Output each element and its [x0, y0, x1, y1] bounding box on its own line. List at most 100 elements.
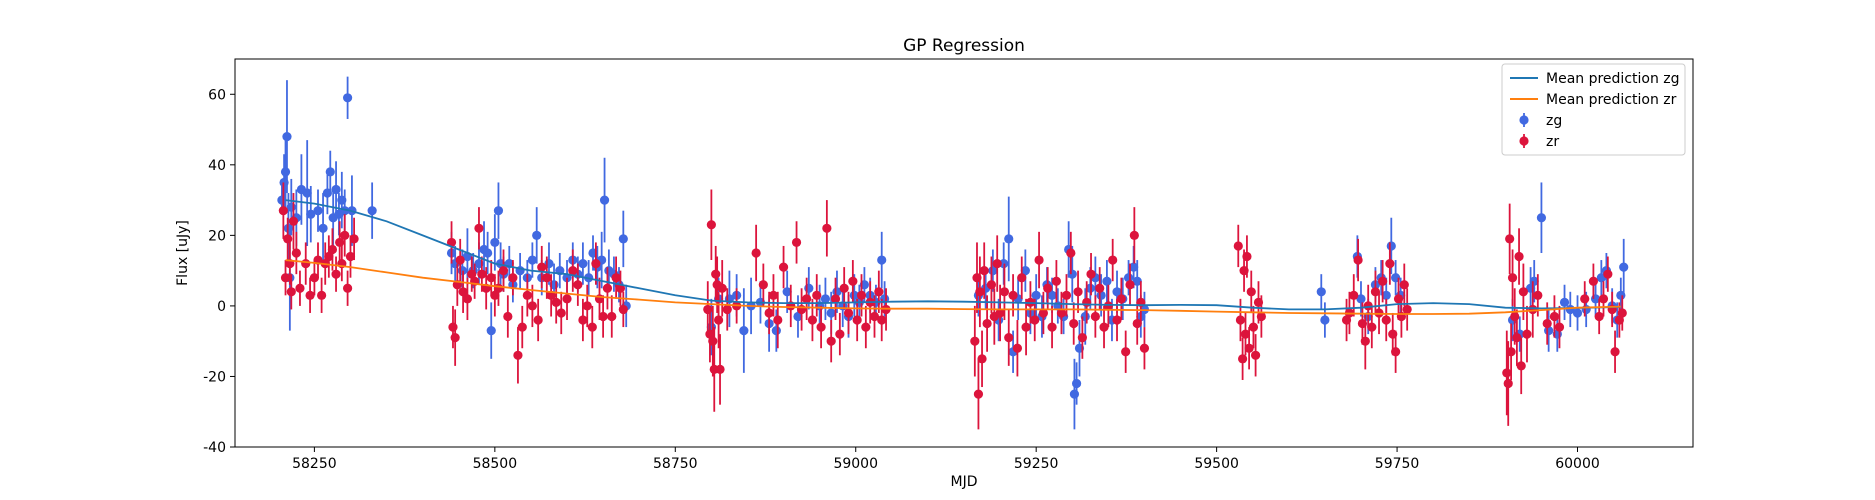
data-point: [1363, 301, 1373, 311]
plot-area: [277, 76, 1629, 430]
data-point: [1071, 378, 1082, 389]
data-point: [527, 301, 537, 311]
line-Mean prediction zr: [285, 259, 1621, 315]
data-point: [1121, 347, 1131, 357]
data-point: [1129, 262, 1139, 272]
data-point: [778, 262, 789, 272]
data-point: [305, 290, 315, 300]
data-point: [1240, 329, 1251, 339]
data-point: [713, 315, 724, 325]
data-point: [848, 276, 858, 286]
data-point: [493, 283, 504, 293]
data-point: [1047, 290, 1057, 300]
data-point: [804, 283, 814, 293]
data-point: [782, 287, 792, 297]
data-point: [1103, 301, 1113, 311]
data-point: [1108, 255, 1118, 265]
data-point: [1391, 347, 1401, 357]
data-point: [1507, 273, 1518, 283]
data-point: [1238, 354, 1248, 364]
data-point: [1004, 234, 1014, 244]
data-point: [325, 167, 335, 177]
data-point: [826, 308, 836, 318]
data-point: [843, 308, 854, 318]
data-point: [1056, 308, 1067, 318]
data-point: [301, 258, 311, 269]
data-point: [1580, 294, 1590, 304]
data-point: [1069, 318, 1079, 329]
data-point: [527, 255, 537, 265]
data-point: [607, 311, 617, 322]
data-point: [1077, 333, 1087, 343]
data-point: [1244, 343, 1254, 353]
data-point: [1594, 311, 1604, 322]
data-point: [1542, 318, 1552, 329]
data-point: [1090, 311, 1100, 322]
data-point: [573, 280, 583, 290]
x-tick-label: 59750: [1375, 456, 1420, 472]
data-point: [317, 290, 327, 300]
x-axis: 58250 58500 58750 59000 59250 59500 59750 60000: [292, 447, 1600, 472]
data-point: [1536, 213, 1547, 223]
data-point: [835, 329, 845, 339]
data-point: [1528, 304, 1538, 315]
data-point: [1503, 378, 1513, 389]
data-point: [367, 206, 377, 216]
data-point: [618, 234, 628, 244]
data-point: [1533, 290, 1543, 300]
data-point: [1099, 322, 1109, 332]
legend-box: [1501, 63, 1686, 156]
data-point: [1242, 251, 1252, 262]
data-point: [758, 280, 768, 290]
data-point: [562, 294, 572, 304]
data-point: [602, 283, 613, 293]
data-point: [1017, 273, 1027, 283]
legend-label: Mean prediction zg: [1546, 71, 1680, 87]
data-point: [791, 237, 802, 248]
data-point: [486, 273, 496, 283]
data-point: [474, 223, 484, 233]
data-point: [1386, 241, 1396, 251]
data-point: [1367, 322, 1377, 332]
data-point: [1051, 276, 1061, 286]
data-point: [483, 248, 493, 258]
data-point: [517, 322, 527, 332]
data-point: [822, 223, 832, 233]
data-point: [869, 311, 880, 322]
data-point: [591, 258, 601, 269]
data-point: [982, 318, 992, 329]
data-point: [1251, 350, 1261, 360]
data-point: [1320, 315, 1330, 325]
data-point: [503, 311, 513, 322]
data-point: [1030, 315, 1040, 325]
legend-label: Mean prediction zr: [1546, 92, 1677, 108]
data-point: [768, 290, 779, 300]
data-point: [1402, 304, 1412, 315]
y-tick-label: 0: [217, 299, 226, 315]
data-point: [513, 350, 523, 360]
data-point: [324, 251, 334, 262]
data-point: [1069, 389, 1080, 399]
data-point: [599, 195, 610, 205]
data-point: [278, 206, 288, 216]
data-point: [999, 287, 1010, 297]
data-point: [1095, 283, 1105, 293]
data-point: [477, 269, 487, 279]
data-point: [598, 311, 608, 322]
data-point: [462, 294, 473, 304]
x-tick-label: 58500: [473, 456, 518, 472]
y-axis-label: Flux [uJy]: [175, 220, 191, 286]
data-point: [1506, 347, 1516, 357]
data-point: [1031, 290, 1041, 300]
data-point: [717, 283, 727, 293]
data-point: [335, 237, 345, 248]
data-point: [1248, 322, 1259, 332]
data-point: [773, 315, 783, 325]
data-point: [295, 283, 305, 293]
data-point: [611, 273, 621, 283]
data-point: [1617, 308, 1627, 318]
data-point: [1370, 287, 1381, 297]
data-point: [771, 326, 781, 336]
data-point: [448, 322, 458, 332]
